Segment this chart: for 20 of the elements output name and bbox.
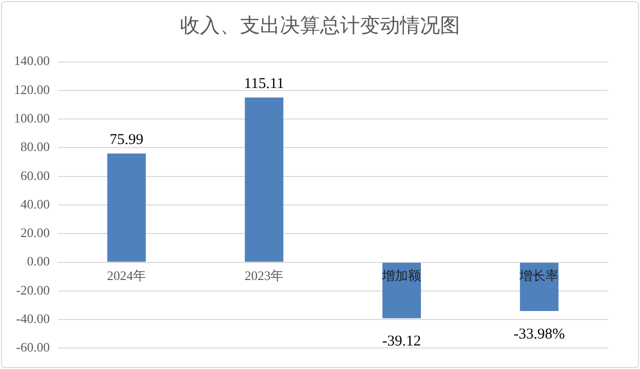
y-tick-label: -60.00 (16, 340, 50, 355)
y-tick-label: 140.00 (14, 53, 50, 68)
y-tick-label: 0.00 (27, 254, 50, 269)
data-label: 115.11 (244, 76, 284, 92)
data-label: -33.98% (514, 326, 565, 342)
x-tick-label: 2023年 (244, 268, 284, 284)
chart-title: 收入、支出决算总计变动情况图 (179, 14, 461, 39)
x-tick-label: 2024年 (107, 268, 146, 284)
bar (107, 153, 146, 262)
data-label: 75.99 (110, 132, 144, 148)
y-tick-label: 40.00 (20, 196, 50, 212)
y-tick-label: 60.00 (20, 168, 50, 183)
y-tick-label: -40.00 (16, 310, 50, 326)
data-label: -39.12 (382, 334, 422, 350)
y-tick-label: 80.00 (20, 139, 50, 154)
y-tick-label: -20.00 (16, 282, 50, 298)
y-tick-label: 20.00 (20, 225, 50, 240)
y-tick-label: 120.00 (14, 82, 50, 97)
bar (244, 97, 284, 262)
y-tick-label: 100.00 (14, 110, 50, 126)
